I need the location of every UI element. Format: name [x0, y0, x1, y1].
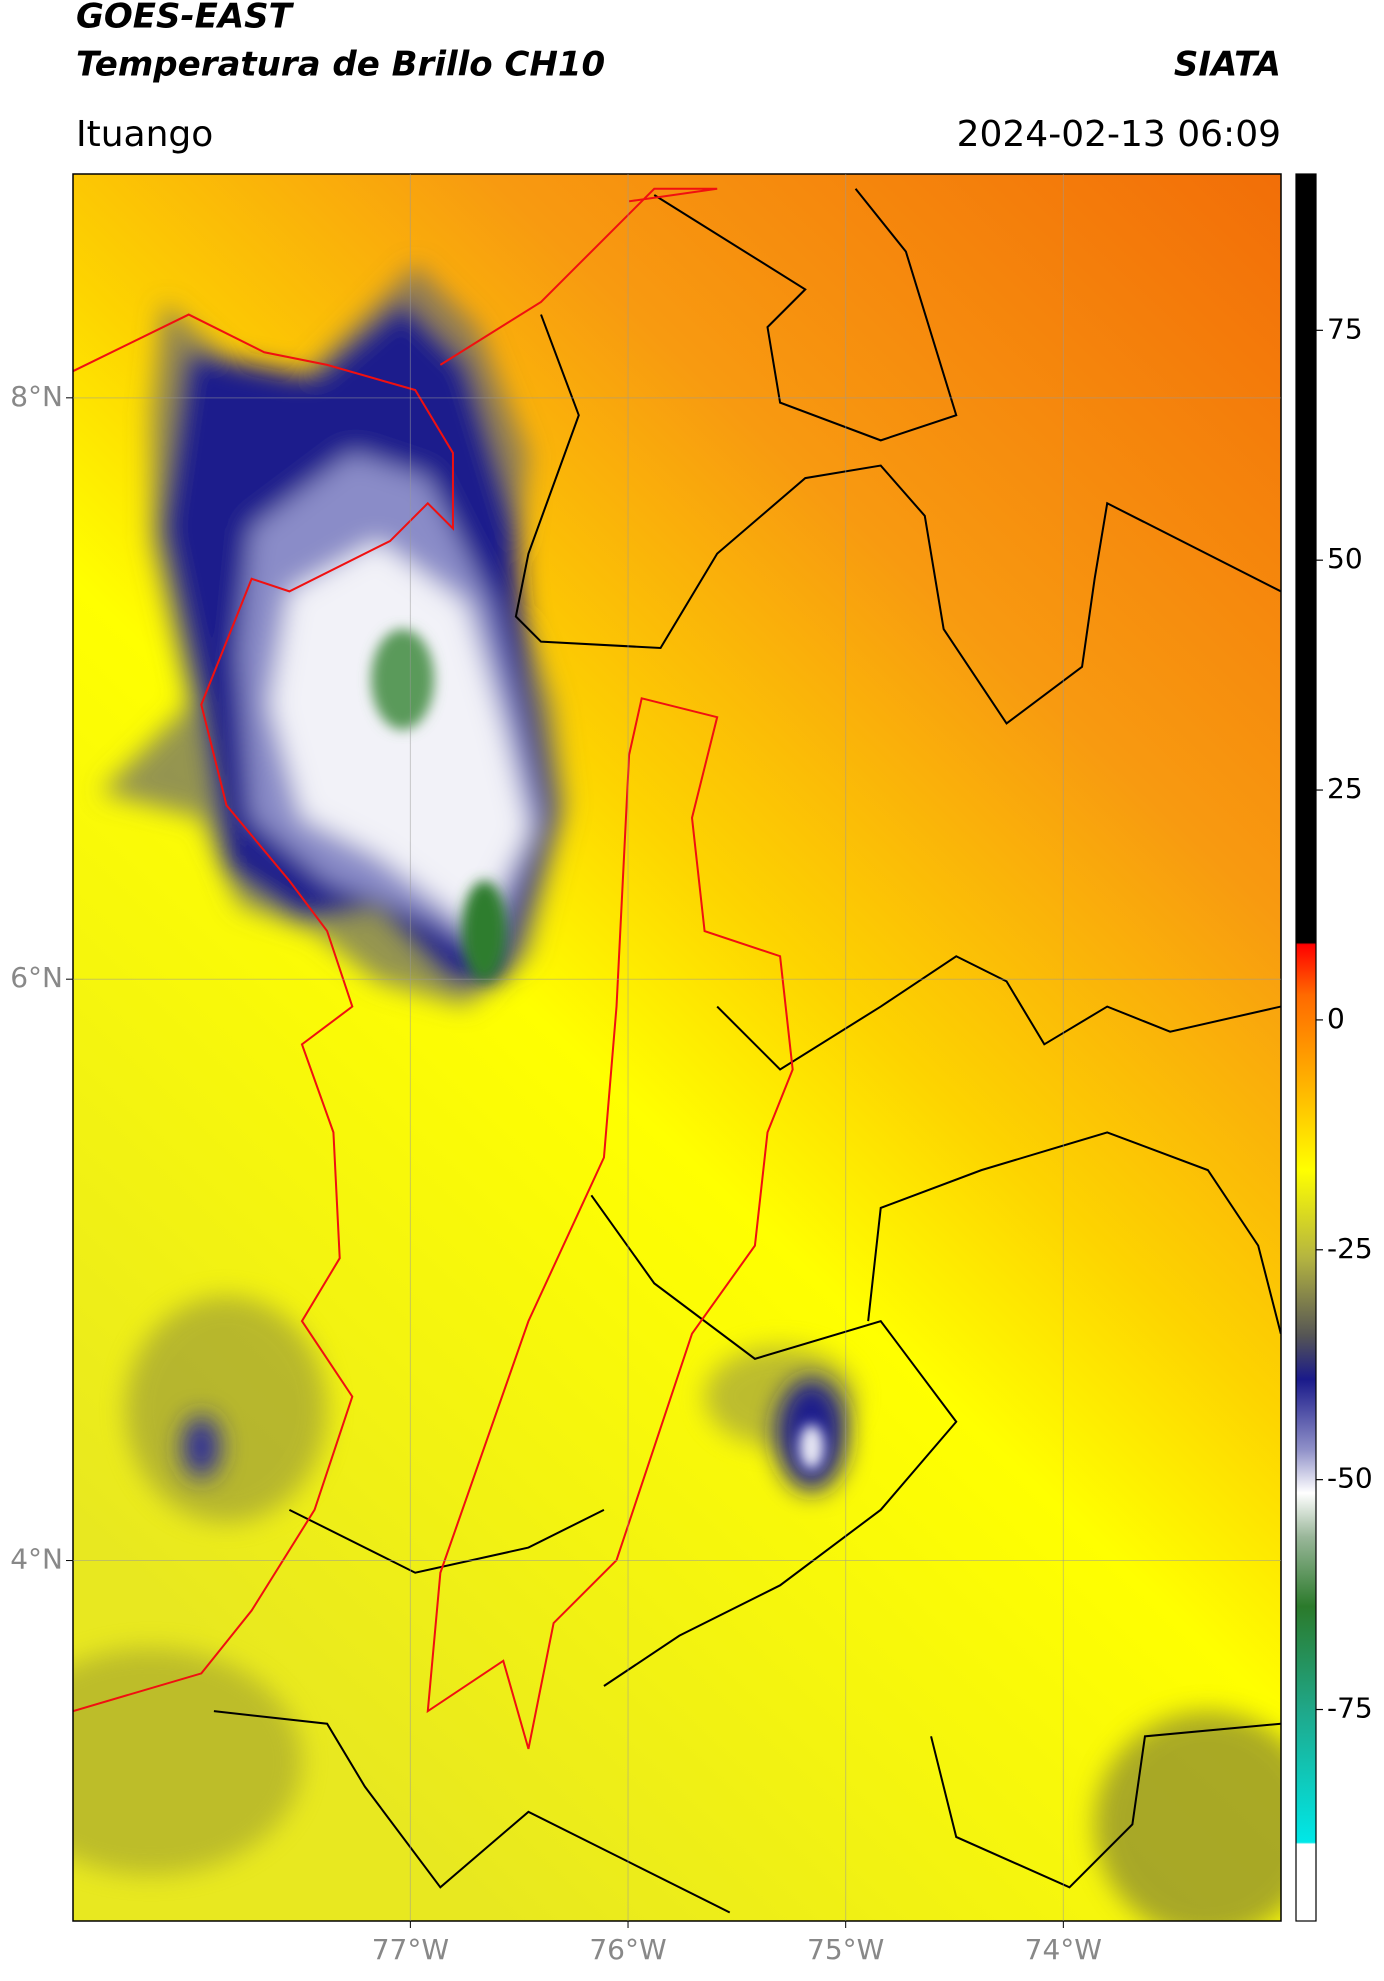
colorbar	[1295, 173, 1317, 1922]
x-tick-label: 74°W	[1025, 1933, 1102, 1966]
x-tick-label: 76°W	[589, 1933, 666, 1966]
map-image	[73, 174, 1281, 1921]
x-tick-label: 75°W	[807, 1933, 884, 1966]
colorbar-tick-label: 25	[1327, 772, 1363, 805]
map-frame	[72, 173, 1282, 1922]
timestamp: 2024-02-13 06:09	[957, 114, 1281, 155]
brand: SIATA	[1174, 45, 1281, 85]
x-tick-label: 77°W	[372, 1933, 449, 1966]
location: Ituango	[76, 114, 213, 155]
y-tick-label: 4°N	[10, 1543, 63, 1576]
title: GOES-EAST	[76, 0, 295, 37]
y-tick-label: 6°N	[10, 961, 63, 994]
colorbar-tick-label: -25	[1327, 1232, 1373, 1265]
colorbar-tick-label: 0	[1327, 1002, 1345, 1035]
colorbar-tick-label: -50	[1327, 1462, 1373, 1495]
y-tick-label: 8°N	[10, 380, 63, 413]
colorbar-tick-label: 50	[1327, 542, 1363, 575]
subtitle: Temperatura de Brillo CH10	[76, 45, 605, 85]
colorbar-tick-label: 75	[1327, 312, 1363, 345]
colorbar-tick-label: -75	[1327, 1692, 1373, 1725]
